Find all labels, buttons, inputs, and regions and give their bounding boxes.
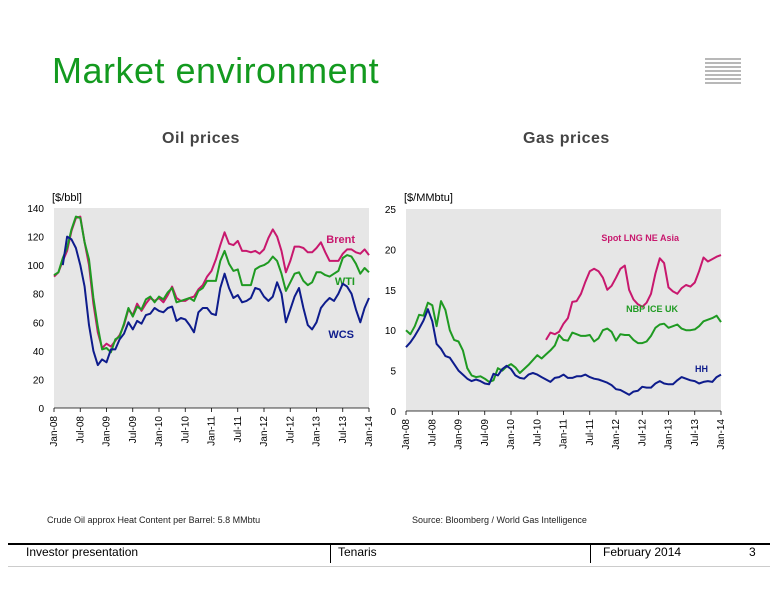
gas-y-tick-label: 15: [385, 286, 397, 297]
gas-x-tick-label: Jul-13: [690, 419, 701, 447]
oil-y-tick-label: 0: [38, 404, 44, 415]
gas-series-nbp-ice-uk-label: NBP ICE UK: [626, 304, 678, 314]
gas-series-spot-lng-ne-asia-label: Spot LNG NE Asia: [601, 233, 680, 243]
oil-y-tick-label: 100: [27, 261, 44, 272]
gas-y-tick-label: 10: [385, 326, 397, 337]
footer-bar: [8, 543, 770, 567]
oil-series-wcs-label: WCS: [328, 329, 354, 341]
oil-series-wcs-line: [61, 235, 370, 367]
oil-x-tick-label: Jul-12: [285, 416, 296, 444]
oil-chart-title: Oil prices: [162, 130, 240, 147]
oil-x-tick-label: Jan-10: [154, 416, 165, 447]
stripes-logo-icon: [705, 58, 741, 86]
oil-x-tick-label: Jan-12: [259, 416, 270, 447]
footer-company-label: Tenaris: [338, 545, 377, 559]
footer-divider: [330, 545, 331, 563]
gas-x-tick-label: Jan-14: [716, 419, 727, 450]
oil-series-brent-line: [53, 215, 370, 349]
gas-source-note: Source: Bloomberg / World Gas Intelligen…: [412, 515, 587, 525]
gas-x-tick-label: Jan-12: [611, 419, 622, 450]
oil-y-tick-label: 140: [27, 204, 44, 215]
page-number: 3: [749, 545, 756, 559]
gas-y-tick-label: 0: [390, 407, 396, 418]
oil-x-tick-label: Jan-09: [102, 416, 113, 447]
gas-x-tick-label: Jul-12: [637, 419, 648, 447]
oil-y-tick-label: 20: [33, 375, 45, 386]
footer-presentation-label: Investor presentation: [26, 545, 139, 559]
oil-x-tick-label: Jul-13: [338, 416, 349, 444]
oil-plot-area: [54, 208, 369, 408]
gas-series-hh-line: [405, 308, 722, 396]
gas-series-spot-lng-ne-asia-line: [545, 254, 722, 341]
oil-footnote: Crude Oil approx Heat Content per Barrel…: [47, 515, 261, 525]
gas-x-tick-label: Jan-08: [401, 419, 412, 450]
footer-date: February 2014: [603, 545, 682, 559]
gas-series-nbp-ice-uk-line: [405, 300, 722, 383]
gas-x-tick-label: Jul-10: [532, 419, 543, 447]
oil-x-tick-label: Jul-08: [75, 416, 86, 444]
gas-x-tick-label: Jul-11: [585, 419, 596, 446]
oil-series-wti-line: [53, 215, 370, 354]
gas-y-axis-label: [$/MMbtu]: [404, 192, 453, 204]
gas-x-tick-label: Jul-08: [427, 419, 438, 447]
gas-x-tick-label: Jan-10: [506, 419, 517, 450]
oil-y-tick-label: 120: [27, 233, 44, 244]
oil-y-tick-label: 60: [33, 318, 45, 329]
oil-y-tick-label: 80: [33, 290, 45, 301]
gas-y-tick-label: 25: [385, 205, 397, 216]
oil-y-tick-label: 40: [33, 347, 45, 358]
gas-x-tick-label: Jan-11: [559, 419, 570, 449]
gas-x-tick-label: Jul-09: [480, 419, 491, 447]
oil-x-tick-label: Jan-11: [207, 416, 218, 446]
oil-x-tick-label: Jul-10: [180, 416, 191, 444]
gas-plot-area: [406, 209, 721, 411]
oil-x-tick-label: Jan-13: [312, 416, 323, 447]
footer-divider: [590, 545, 591, 563]
oil-x-tick-label: Jul-09: [128, 416, 139, 444]
gas-y-tick-label: 20: [385, 245, 397, 256]
gas-chart-title: Gas prices: [523, 130, 610, 147]
oil-x-tick-label: Jul-11: [233, 416, 244, 443]
oil-series-wti-label: WTI: [335, 276, 355, 288]
oil-x-tick-label: Jan-14: [364, 416, 375, 447]
gas-y-tick-label: 5: [390, 367, 396, 378]
gas-series-hh-label: HH: [695, 364, 708, 374]
oil-series-brent-label: Brent: [326, 234, 355, 246]
oil-x-tick-label: Jan-08: [49, 416, 60, 447]
gas-x-tick-label: Jan-13: [664, 419, 675, 450]
oil-y-axis-label: [$/bbl]: [52, 192, 82, 204]
gas-x-tick-label: Jan-09: [454, 419, 465, 450]
page-title: Market environment: [52, 50, 380, 91]
